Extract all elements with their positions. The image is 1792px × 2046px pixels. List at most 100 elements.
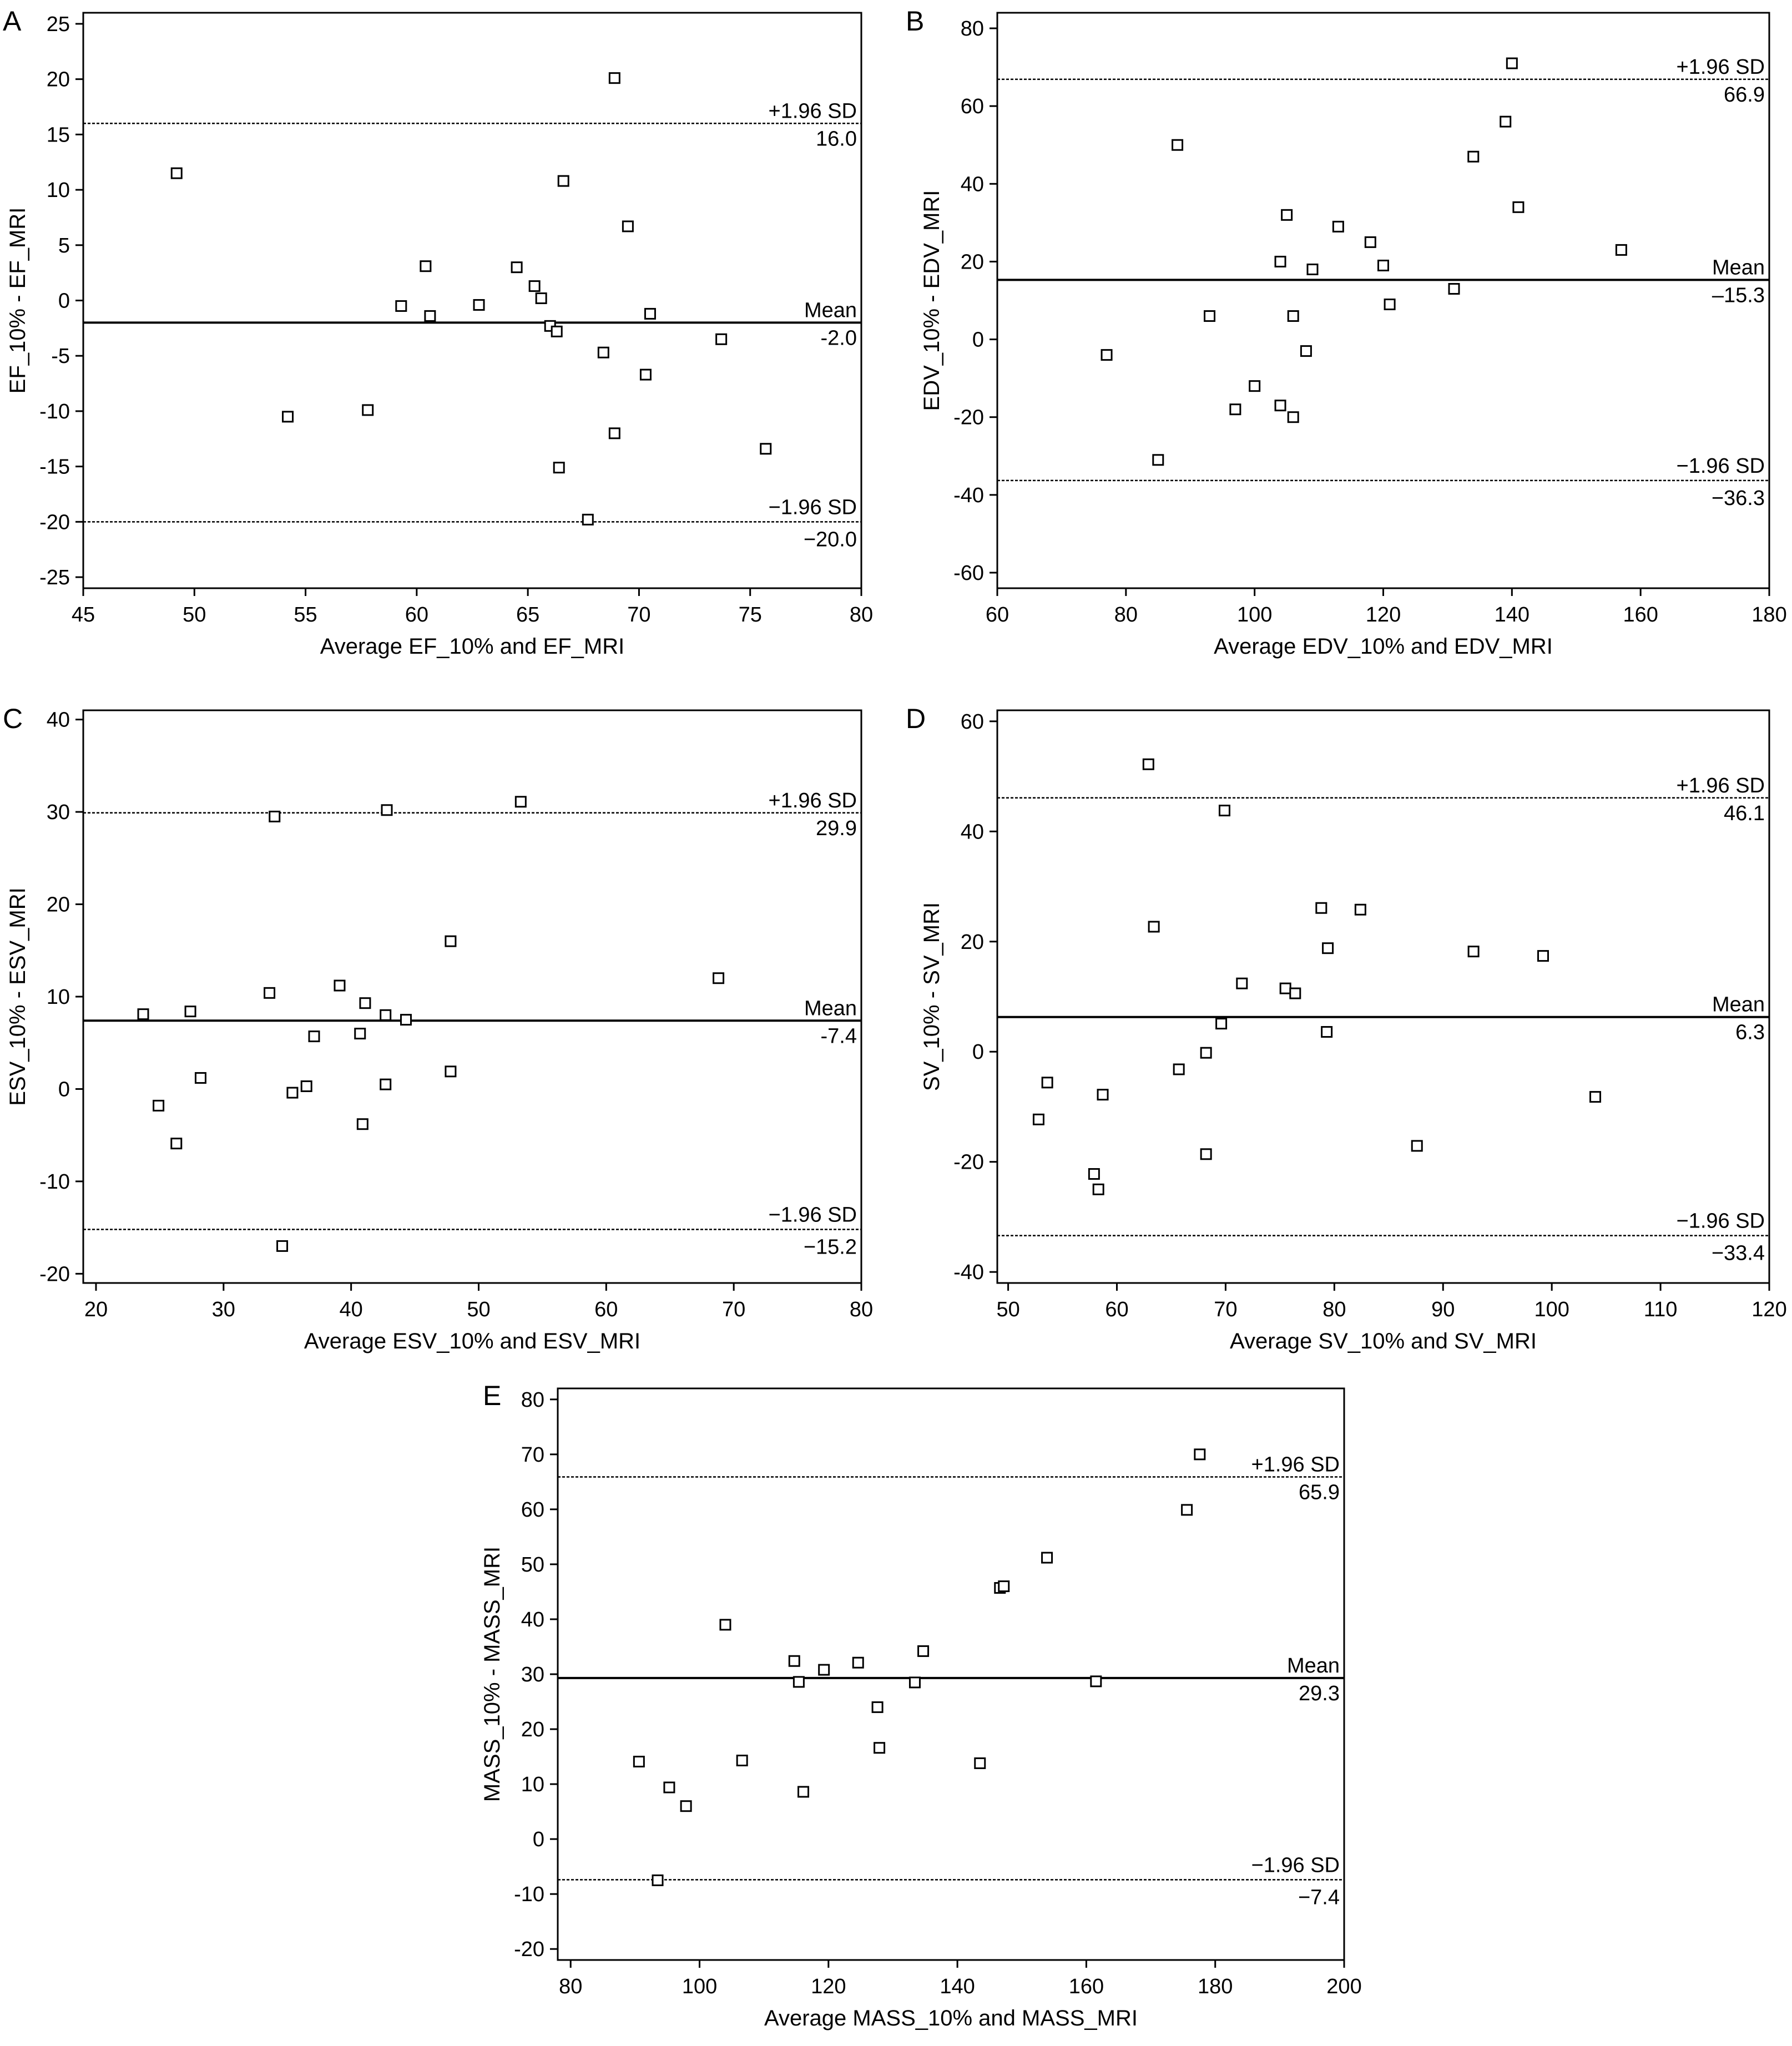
x-tick-label: 120 [811,1975,846,1998]
data-point [1215,1018,1228,1030]
data-point [713,972,725,984]
data-point [381,804,393,816]
data-point [282,411,294,423]
data-point [1506,57,1518,69]
y-tick-label: 10 [521,1773,544,1796]
y-tick-label: -10 [39,1170,70,1194]
data-point [874,1742,886,1754]
lower-limit-value-label: −7.4 [1298,1886,1340,1909]
x-tick-label: 60 [405,603,428,627]
data-point [1172,139,1184,151]
lower-limit-label: −1.96 SD [1677,1210,1765,1233]
data-point [1148,921,1160,933]
data-point [639,368,652,381]
data-point [362,404,374,416]
y-tick-label: 20 [961,931,984,954]
data-point [974,1757,986,1769]
x-tick-label: 55 [294,603,317,627]
x-tick-label: 100 [682,1975,717,1998]
data-point [792,1676,805,1688]
data-point [1236,977,1248,989]
x-tick-label: 45 [72,603,95,627]
data-point [1315,902,1327,914]
data-point [818,1664,830,1676]
x-tick-label: 100 [1534,1298,1569,1321]
upper-limit-label: +1.96 SD [1677,55,1765,79]
y-tick-label: -20 [514,1938,544,1961]
data-point [788,1655,800,1667]
data-point [1321,1026,1333,1038]
x-tick-label: 50 [467,1298,490,1321]
data-point [1249,380,1261,392]
x-tick-label: 200 [1326,1975,1361,1998]
upper-limit-label: +1.96 SD [769,99,857,123]
upper-limit-label: +1.96 SD [1251,1453,1340,1476]
data-point [1274,400,1286,412]
data-point [286,1087,299,1099]
x-tick-label: 90 [1431,1298,1455,1321]
x-tick-label: 20 [84,1298,108,1321]
y-axis-label: ESV_10% - ESV_MRI [6,887,30,1106]
data-point [1194,1448,1206,1461]
data-point [445,1065,457,1078]
upper-limit-value-label: 16.0 [816,127,857,150]
y-tick-label: 80 [521,1388,544,1412]
data-point [264,987,276,999]
data-point [1500,115,1512,128]
x-axis-label: Average ESV_10% and ESV_MRI [304,1329,640,1353]
plot-frame [996,709,1770,1284]
y-tick-label: 0 [58,1078,70,1101]
mean-value-label: -2.0 [821,326,857,350]
x-tick-label: 180 [1751,603,1786,627]
data-point [1589,1091,1602,1103]
data-point [736,1754,748,1766]
data-point [1218,805,1230,817]
x-tick-label: 140 [1495,603,1529,627]
x-tick-label: 80 [559,1975,582,1998]
data-point [871,1701,884,1713]
x-tick-label: 80 [1114,603,1138,627]
y-axis-label: MASS_10% - MASS_MRI [480,1547,504,1802]
y-tick-label: 40 [521,1608,544,1631]
lower-limit-label: −1.96 SD [769,496,857,519]
data-point [1289,987,1301,999]
lower-limit-label: −1.96 SD [1677,454,1765,478]
data-point [420,260,432,272]
y-tick-label: -40 [953,1261,984,1284]
data-point [170,167,183,179]
x-tick-label: 110 [1644,1298,1678,1321]
data-point [1364,236,1376,248]
x-tick-label: 50 [183,603,206,627]
data-point [359,997,371,1009]
panel-a: A45 50 55 60 65 70 75 802520151050-5-10-15-20-2… [3,6,873,659]
upper-limit-label: +1.96 SD [1677,774,1765,797]
data-point [622,220,634,233]
x-tick-label: 120 [1366,603,1401,627]
data-point [1467,946,1480,958]
data-point [1512,201,1525,213]
data-point [1204,310,1216,322]
y-tick-label: 10 [47,986,70,1009]
x-tick-label: 50 [996,1298,1019,1321]
y-tick-label: 50 [521,1553,544,1577]
data-point [1384,299,1396,311]
data-point [269,810,281,822]
x-tick-label: 180 [1198,1975,1233,1998]
data-point [633,1755,645,1767]
data-point [998,1580,1010,1593]
data-point [1181,1504,1193,1516]
data-point [644,307,656,320]
data-point [1142,758,1154,770]
plot-frame [82,709,862,1284]
data-point [1411,1140,1423,1152]
data-point [473,299,485,311]
y-tick-label: 10 [47,179,70,202]
data-point [1200,1047,1212,1059]
y-tick-label: 40 [47,709,70,732]
x-tick-label: 80 [1322,1298,1346,1321]
panel-c: C 20 30 40 50 60 70 80 40 30 20 10 0 -10 -20 Average ES… [3,703,873,1353]
panel-b: B 60 80 100 120 140 160 180 80 60 40 20 0 -20 -40 -60 Av… [906,6,1787,659]
y-tick-label: 0 [972,1040,984,1064]
panel-letter: A [3,6,22,37]
